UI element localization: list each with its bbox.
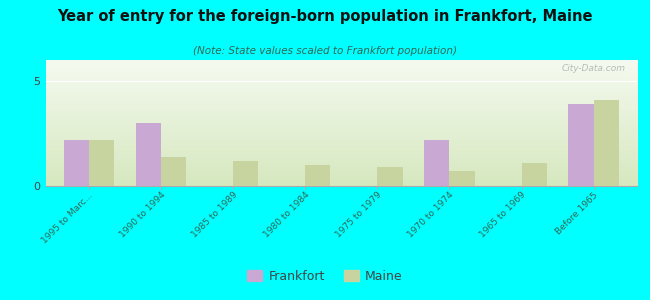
Bar bbox=[306, 165, 330, 186]
Bar bbox=[593, 100, 619, 186]
Bar bbox=[136, 123, 161, 186]
Bar bbox=[521, 163, 547, 186]
Text: 1980 to 1984: 1980 to 1984 bbox=[262, 190, 311, 240]
Text: 1965 to 1969: 1965 to 1969 bbox=[478, 190, 528, 240]
Bar bbox=[64, 140, 89, 186]
Text: 1975 to 1979: 1975 to 1979 bbox=[334, 190, 384, 240]
Bar bbox=[161, 157, 186, 186]
Text: (Note: State values scaled to Frankfort population): (Note: State values scaled to Frankfort … bbox=[193, 46, 457, 56]
Legend: Frankfort, Maine: Frankfort, Maine bbox=[242, 265, 408, 288]
Bar bbox=[89, 140, 114, 186]
Text: Year of entry for the foreign-born population in Frankfort, Maine: Year of entry for the foreign-born popul… bbox=[57, 9, 593, 24]
Bar bbox=[424, 140, 449, 186]
Text: Before 1965: Before 1965 bbox=[554, 190, 600, 236]
Text: 1990 to 1994: 1990 to 1994 bbox=[118, 190, 167, 240]
Text: 1995 to Marc...: 1995 to Marc... bbox=[40, 190, 95, 245]
Bar bbox=[449, 171, 474, 186]
Bar bbox=[569, 104, 593, 186]
Bar bbox=[233, 161, 258, 186]
Text: City-Data.com: City-Data.com bbox=[561, 64, 625, 73]
Text: 1970 to 1974: 1970 to 1974 bbox=[406, 190, 456, 240]
Text: 1985 to 1989: 1985 to 1989 bbox=[190, 190, 239, 240]
Bar bbox=[377, 167, 402, 186]
